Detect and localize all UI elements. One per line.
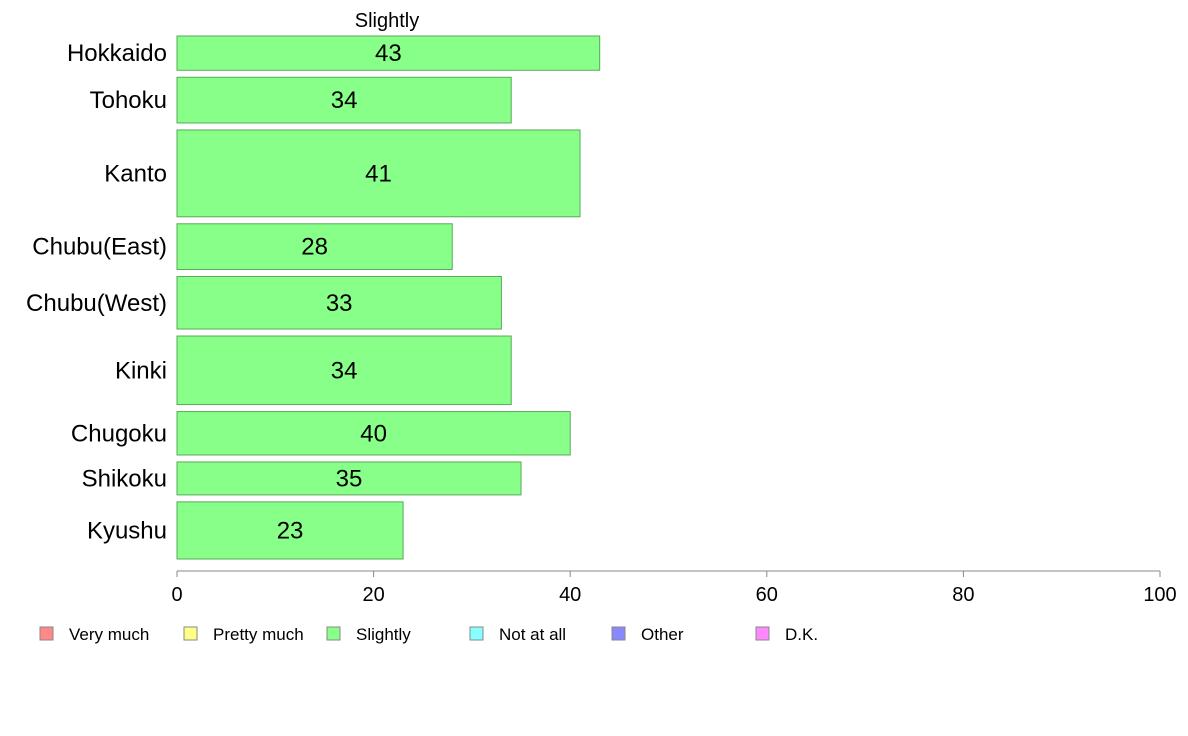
- bar-value-label: 41: [365, 160, 392, 187]
- bar-chubu-east-: [176, 223, 453, 270]
- legend-label: D.K.: [785, 625, 818, 644]
- x-tick-label: 0: [171, 584, 182, 606]
- x-tick-label: 100: [1143, 584, 1176, 606]
- bar-hokkaido: [176, 35, 601, 71]
- x-tick-label: 40: [559, 584, 581, 606]
- bar-value-label: 43: [375, 40, 402, 67]
- legend: Very much Pretty much Slightly Not at all Ot…: [39, 625, 818, 644]
- legend-swatch: [39, 626, 54, 641]
- x-tick-label: 60: [756, 584, 778, 606]
- category-label: Chugoku: [71, 420, 167, 447]
- x-tick-label: 20: [362, 584, 384, 606]
- legend-swatch: [326, 626, 341, 641]
- bar-value-label: 34: [331, 357, 358, 384]
- bar-value-label: 23: [277, 517, 304, 544]
- x-axis: 0 20 40 60 80 100: [171, 570, 1177, 606]
- bar-tohoku: [176, 76, 512, 124]
- bar-kanto: [176, 129, 581, 218]
- legend-swatch: [755, 626, 770, 641]
- category-label: Tohoku: [90, 87, 167, 114]
- bar-shikoku: [176, 461, 522, 496]
- category-label: Kinki: [115, 357, 167, 384]
- bar-value-label: 33: [326, 290, 353, 317]
- category-label: Hokkaido: [67, 40, 167, 67]
- bar-kinki: [176, 335, 512, 406]
- bar-value-label: 40: [360, 420, 387, 447]
- chart-title: Slightly: [355, 10, 419, 32]
- legend-label: Very much: [69, 625, 149, 644]
- x-tick-label: 80: [952, 584, 974, 606]
- legend-label: Pretty much: [213, 625, 304, 644]
- legend-label: Other: [641, 625, 684, 644]
- bar-chubu-west-: [176, 275, 502, 330]
- category-label: Shikoku: [82, 465, 167, 492]
- category-label: Kanto: [104, 160, 167, 187]
- bar-value-label: 34: [331, 87, 358, 114]
- bar-chugoku: [176, 411, 571, 456]
- category-label: Chubu(West): [26, 290, 167, 317]
- legend-label: Slightly: [356, 625, 411, 644]
- legend-swatch: [183, 626, 198, 641]
- bar-kyushu: [176, 501, 404, 560]
- bar-value-label: 35: [336, 465, 363, 492]
- bar-value-label: 28: [301, 234, 328, 261]
- legend-swatch: [611, 626, 626, 641]
- category-label: Kyushu: [87, 517, 167, 544]
- category-label: Chubu(East): [32, 234, 167, 261]
- legend-swatch: [469, 626, 484, 641]
- bars-group: Hokkaido 43 Tohoku 34 Kanto 41 Chubu(East) 28 Ch…: [26, 35, 601, 560]
- legend-label: Not at all: [499, 625, 566, 644]
